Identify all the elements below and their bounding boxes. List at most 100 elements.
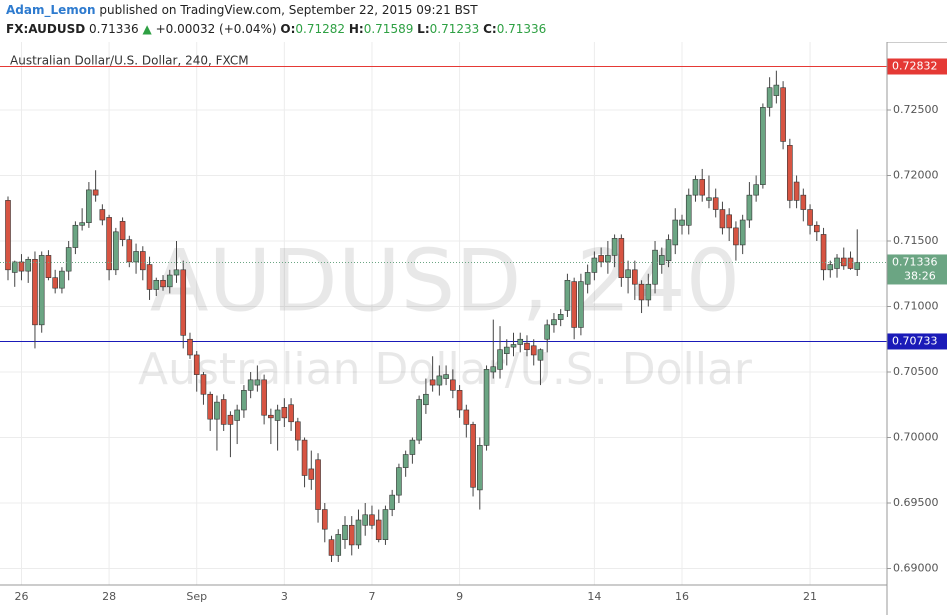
body (658, 255, 665, 265)
body (503, 346, 510, 354)
y-tick-label: 0.71500 (893, 234, 939, 247)
body (497, 349, 503, 370)
body (268, 414, 274, 419)
body (436, 375, 443, 386)
level-tag (887, 58, 947, 75)
body (247, 379, 254, 391)
body (476, 445, 483, 491)
chart-label: Australian Dollar/U.S. Dollar, 240, FXCM (10, 54, 249, 68)
body (706, 197, 712, 201)
body (483, 369, 490, 446)
body (106, 217, 112, 271)
body (59, 270, 65, 289)
body (685, 194, 692, 226)
body (295, 421, 301, 441)
body (490, 366, 497, 373)
body (348, 524, 355, 546)
body (86, 189, 92, 223)
y-tick-label: 0.72500 (893, 103, 939, 116)
author[interactable]: Adam_Lemon (6, 3, 96, 17)
body (342, 524, 348, 540)
level-label: 0.72832 (892, 59, 938, 72)
body (234, 409, 240, 421)
last-price-label: 0.71336 (892, 255, 938, 268)
body (679, 219, 685, 226)
y-tick-label: 0.70000 (893, 430, 939, 443)
l-value: 0.71233 (429, 22, 480, 36)
body (11, 261, 18, 273)
body (18, 261, 25, 272)
body (214, 401, 220, 420)
x-tick-label: 16 (675, 590, 689, 603)
x-tick-label: 7 (368, 590, 375, 603)
body (396, 467, 402, 496)
published: published on TradingView.com, September … (99, 3, 478, 17)
body (308, 468, 315, 480)
body (787, 145, 793, 201)
body (618, 238, 625, 278)
body (712, 197, 719, 210)
x-tick-label: 21 (803, 590, 817, 603)
body (288, 404, 294, 423)
y-tick-label: 0.70500 (893, 365, 939, 378)
body (92, 189, 99, 196)
body (450, 379, 456, 391)
body (389, 494, 395, 510)
body (409, 439, 416, 455)
y-tick-label: 0.72000 (893, 168, 939, 181)
body (827, 264, 834, 271)
body (321, 509, 328, 530)
body (274, 409, 281, 421)
body (510, 344, 517, 348)
last-price: 0.71336 (89, 22, 139, 36)
body (335, 534, 342, 556)
body (571, 281, 577, 328)
body (645, 283, 652, 301)
body (598, 255, 604, 263)
o-label: O: (280, 22, 296, 36)
last-price-tag (887, 254, 947, 285)
header: Adam_Lemon published on TradingView.com,… (0, 0, 947, 43)
body (443, 374, 449, 379)
body (456, 390, 463, 411)
body (146, 264, 153, 290)
body (72, 224, 79, 248)
body (328, 539, 335, 556)
body (375, 519, 382, 540)
body (605, 255, 611, 263)
body (207, 393, 213, 420)
body (193, 354, 200, 375)
c-value: 0.71336 (496, 22, 547, 36)
body (537, 349, 544, 361)
body (739, 219, 746, 246)
body (766, 87, 773, 108)
body (591, 257, 598, 273)
symbol: FX:AUDUSD (6, 22, 86, 36)
body (45, 255, 52, 278)
body (38, 255, 45, 326)
x-tick-label: 14 (587, 590, 601, 603)
body (281, 407, 288, 419)
body (65, 247, 72, 272)
body (773, 84, 780, 96)
body (672, 219, 679, 246)
y-tick-label: 0.69500 (893, 496, 939, 509)
body (854, 262, 861, 270)
body (834, 257, 840, 269)
h-label: H: (348, 22, 364, 36)
body (220, 399, 227, 425)
x-tick-label: Sep (186, 590, 207, 603)
body (780, 87, 786, 142)
body (119, 221, 126, 240)
body (793, 181, 800, 201)
body (807, 209, 813, 226)
body (180, 269, 187, 336)
y-tick-label: 0.71000 (893, 299, 939, 312)
body (241, 390, 247, 411)
y-tick-label: 0.69000 (893, 561, 939, 574)
l-label: L: (417, 22, 430, 36)
body (524, 342, 530, 351)
body (530, 345, 537, 356)
body (254, 379, 261, 386)
